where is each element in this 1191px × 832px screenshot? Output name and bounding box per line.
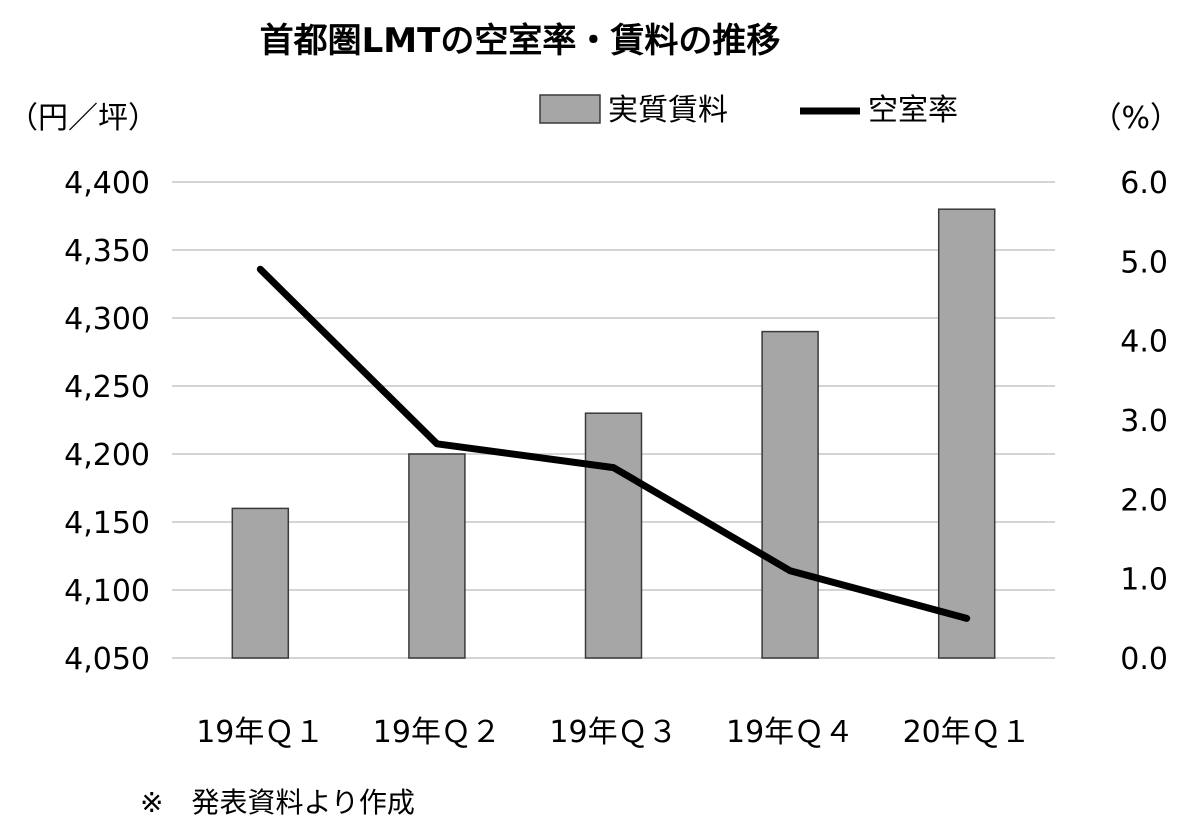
left-tick-label: 4,300 [64, 302, 150, 337]
left-tick-label: 4,250 [64, 370, 150, 405]
left-axis-ticks: 4,050 4,100 4,150 4,200 4,250 4,300 4,350 4,400 [64, 166, 150, 677]
left-tick-label: 4,100 [64, 574, 150, 609]
right-tick-label: 2.0 [1120, 483, 1168, 518]
left-tick-label: 4,350 [64, 234, 150, 269]
legend-label-line: 空室率 [868, 93, 958, 128]
chart-title: 首都圏LMTの空室率・賃料の推移 [260, 21, 781, 61]
line-series [256, 265, 971, 622]
right-tick-label: 6.0 [1120, 166, 1168, 201]
right-tick-label: 3.0 [1120, 404, 1168, 439]
left-axis-unit: （円／坪） [8, 101, 158, 136]
legend-label-bar: 実質賃料 [608, 93, 728, 128]
legend-swatch-bar [539, 94, 601, 124]
bar-series [231, 208, 996, 659]
right-axis-unit: （%） [1091, 101, 1180, 136]
category-label: 19年Ｑ３ [549, 715, 677, 750]
source-note: ※ 発表資料より作成 [140, 786, 415, 819]
left-tick-label: 4,400 [64, 166, 150, 201]
category-label: 19年Ｑ１ [196, 715, 324, 750]
category-label: 19年Ｑ４ [726, 715, 854, 750]
bar [584, 412, 643, 659]
right-tick-label: 1.0 [1120, 563, 1168, 598]
right-axis-ticks: 0.0 1.0 2.0 3.0 4.0 5.0 6.0 [1120, 166, 1168, 677]
left-tick-label: 4,050 [64, 642, 150, 677]
category-label: 20年Ｑ１ [903, 715, 1031, 750]
bar [231, 507, 290, 659]
category-labels: 19年Ｑ１ 19年Ｑ２ 19年Ｑ３ 19年Ｑ４ 20年Ｑ１ [196, 715, 1031, 750]
category-label: 19年Ｑ２ [373, 715, 501, 750]
vacancy-line [256, 265, 971, 622]
bar [761, 330, 819, 659]
right-tick-label: 5.0 [1120, 245, 1168, 280]
left-tick-label: 4,150 [64, 506, 150, 541]
right-tick-label: 4.0 [1120, 325, 1168, 360]
bar [937, 208, 996, 659]
right-tick-label: 0.0 [1120, 642, 1168, 677]
bar [408, 453, 466, 659]
left-tick-label: 4,200 [64, 438, 150, 473]
legend: 実質賃料 空室率 [539, 93, 958, 128]
